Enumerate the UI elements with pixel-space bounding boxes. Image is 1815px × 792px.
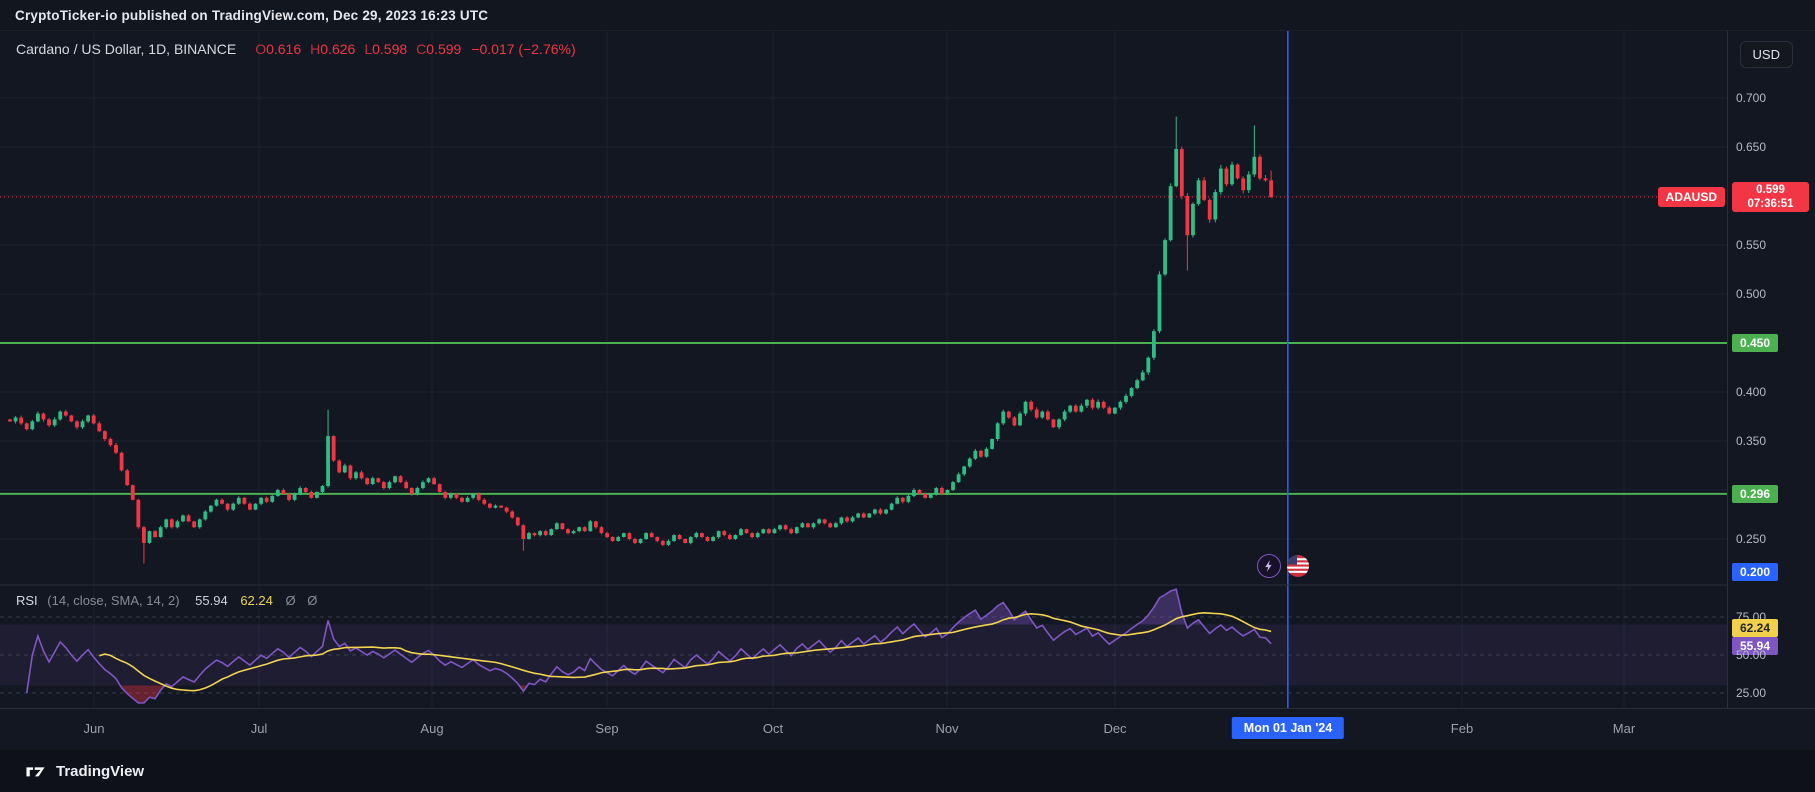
rsi-axis-label: 25.00 [1736, 686, 1767, 700]
price-label: 0.550 [1736, 238, 1767, 252]
rsi-title: RSI [16, 593, 38, 608]
event-us-holiday-icon[interactable] [1286, 554, 1310, 578]
symbol-title[interactable]: Cardano / US Dollar, 1D, BINANCE [16, 41, 237, 57]
month-label: Aug [420, 721, 444, 736]
month-label: Oct [762, 721, 784, 736]
tradingview-brand[interactable]: TradingView [56, 762, 145, 780]
ohlc-key: L [364, 41, 373, 57]
price-tag-countdown: 07:36:51 [1747, 197, 1794, 210]
month-label: Jun [83, 721, 105, 736]
month-label: Sep [595, 721, 619, 736]
current-price-tag: 0.599 07:36:51 [1732, 181, 1809, 212]
rsi-ma-value: 62.24 [240, 593, 273, 608]
price-label: 0.650 [1736, 140, 1767, 154]
lightning-bolt-icon [1265, 560, 1272, 572]
ohlc-key: C [416, 41, 427, 57]
price-tag-value: 0.599 [1756, 183, 1785, 196]
price-label: 0.250 [1736, 532, 1767, 546]
ohlc-key: H [310, 41, 321, 57]
price-label: 0.400 [1736, 385, 1767, 399]
candlestick-chart[interactable] [0, 31, 1727, 708]
symbol-legend[interactable]: Cardano / US Dollar, 1D, BINANCE O0.616 H… [16, 41, 576, 57]
publish-banner: CryptoTicker-io published on TradingView… [0, 0, 1815, 31]
ohlc-values: O0.616 H0.626 L0.598 C0.599 [246, 41, 461, 57]
month-label: Jul [250, 721, 268, 736]
rsi-legend[interactable]: RSI (14, close, SMA, 14, 2) 55.94 62.24 … [16, 593, 321, 608]
change-value: −0.017 (−2.76%) [471, 41, 576, 57]
rsi-extra-values: Ø Ø [285, 593, 322, 608]
month-label: Feb [1450, 721, 1474, 736]
ohlc-val: 0.626 [320, 41, 356, 57]
time-axis[interactable]: Jun Jul Aug Sep Oct Nov Dec Feb Mar Mon 01 Jan '… [0, 708, 1815, 750]
ohlc-val: 0.616 [266, 41, 302, 57]
price-label: 0.700 [1736, 91, 1767, 105]
ohlc-key: O [255, 41, 267, 57]
price-level-tag: 0.200 [1732, 563, 1779, 581]
rsi-value-tag: 55.94 [1732, 636, 1779, 655]
month-label: Dec [1103, 721, 1127, 736]
price-chart-pane[interactable]: Cardano / US Dollar, 1D, BINANCE O0.616 H… [0, 31, 1727, 708]
rsi-axis-label: 50.00 [1736, 648, 1767, 662]
symbol-price-tag: ADAUSD [1657, 187, 1725, 207]
currency-toggle-button[interactable]: USD [1739, 41, 1793, 68]
jan1-date-tag: Mon 01 Jan '24 [1231, 717, 1345, 739]
ohlc-val: 0.598 [372, 41, 408, 57]
symbol-price-tag-label: ADAUSD [1665, 190, 1717, 204]
footer-bar: TradingView [0, 750, 1815, 792]
publish-text: CryptoTicker-io published on TradingView… [15, 7, 489, 23]
rsi-params: (14, close, SMA, 14, 2) [47, 593, 180, 608]
price-level-tag: 0.450 [1732, 334, 1779, 352]
month-label: Mar [1612, 721, 1636, 736]
rsi-value: 55.94 [195, 593, 228, 608]
price-level-tag: 0.296 [1732, 484, 1779, 503]
tradingview-logo-icon[interactable] [24, 760, 47, 783]
month-label: Nov [935, 721, 959, 736]
price-axis[interactable]: USD 0.700 0.650 0.550 0.500 0.450 0.400 0.350 0… [1727, 31, 1815, 750]
rsi-value-tag: 62.24 [1732, 619, 1779, 638]
us-flag-icon [1287, 555, 1309, 577]
price-label: 0.500 [1736, 287, 1767, 301]
price-label: 0.350 [1736, 434, 1767, 448]
ohlc-val: 0.599 [426, 41, 462, 57]
event-lightning-icon[interactable] [1257, 554, 1281, 578]
